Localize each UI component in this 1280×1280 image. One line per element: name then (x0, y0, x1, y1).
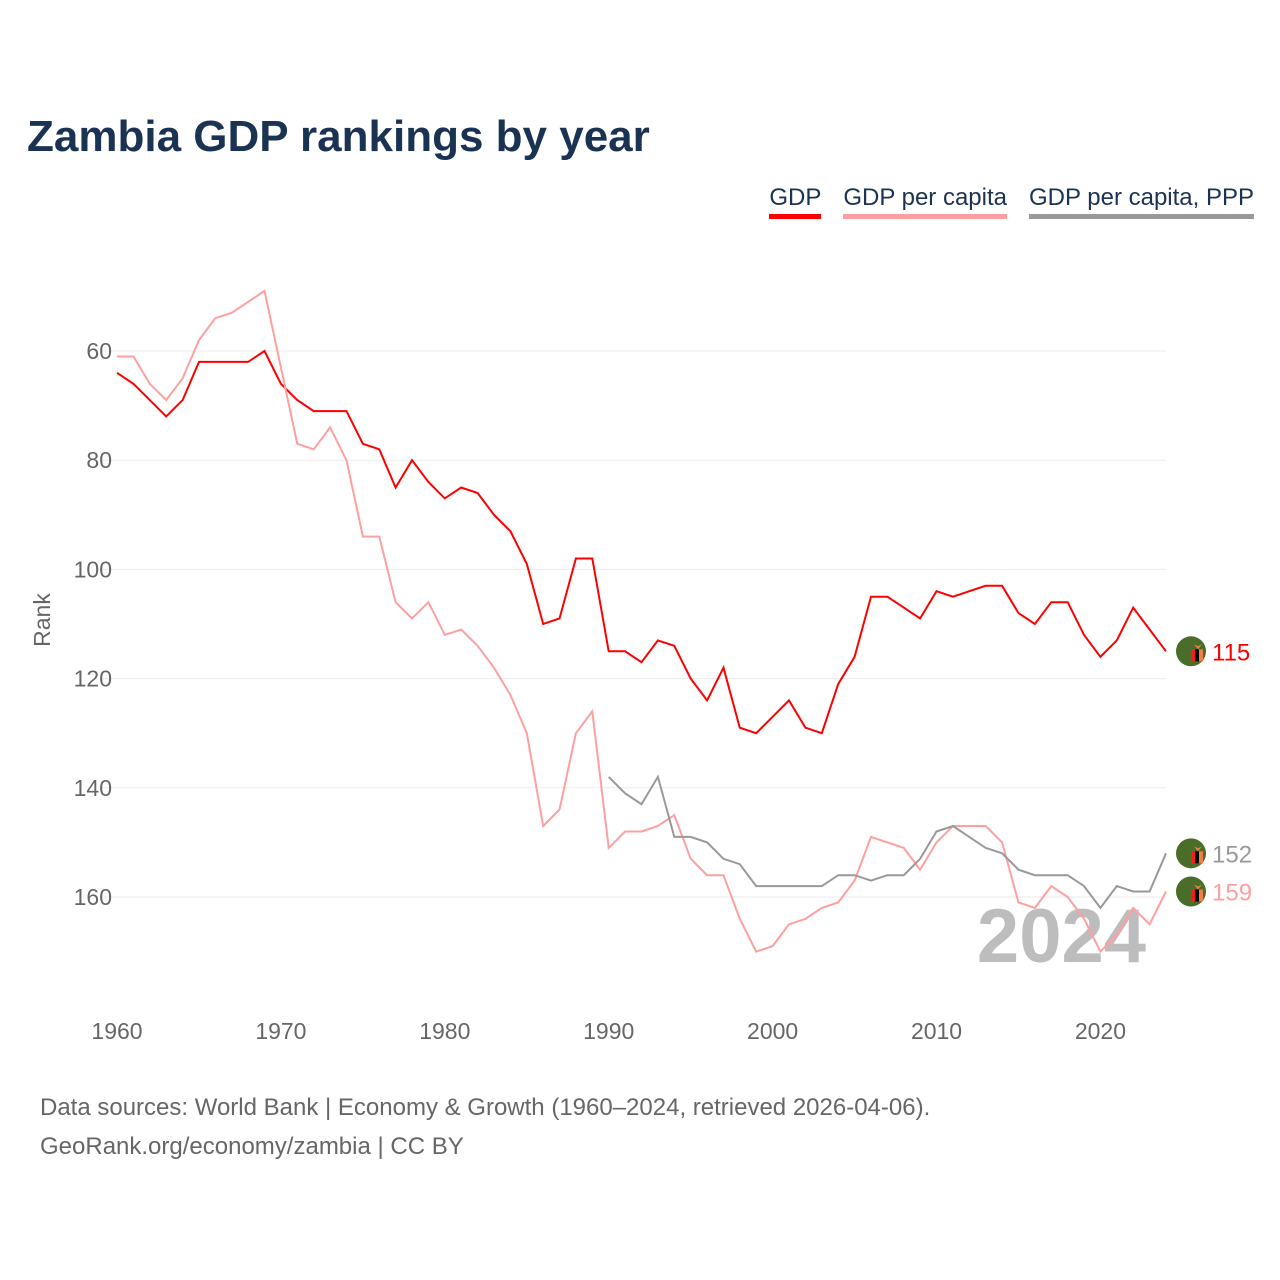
chart-title: Zambia GDP rankings by year (27, 112, 650, 161)
x-tick-label: 2020 (1075, 1018, 1126, 1044)
series-lines (116, 289, 1167, 954)
legend-gdp-per-capita-ppp[interactable]: GDP per capita, PPP (1029, 184, 1254, 219)
end-value-label: 152 (1212, 841, 1252, 868)
year-watermark: 2024 (977, 894, 1146, 979)
end-marker: 115 (1176, 636, 1250, 667)
x-tick-label: 2010 (911, 1018, 962, 1044)
series-line-gdp (116, 349, 1167, 735)
end-marker: 159 (1176, 876, 1252, 907)
series-line-gdp-per-capita-ppp (607, 774, 1167, 910)
x-tick-label: 1970 (255, 1018, 306, 1044)
y-tick-label: 140 (74, 775, 112, 801)
legend-gdp[interactable]: GDP (769, 184, 822, 219)
legend-gdp-per-capita[interactable]: GDP per capita (843, 184, 1007, 219)
x-tick-label: 2000 (747, 1018, 798, 1044)
end-value-label: 115 (1212, 639, 1250, 666)
gridlines (100, 350, 1166, 898)
x-axis: 1960 1970 1980 1990 2000 2010 2020 (91, 1018, 1126, 1044)
end-marker: 152 (1176, 838, 1252, 869)
legend: GDP GDP per capita GDP per capita, PPP (769, 184, 1254, 219)
x-tick-label: 1960 (91, 1018, 142, 1044)
end-value-label: 159 (1212, 880, 1252, 907)
y-tick-label: 120 (74, 666, 112, 692)
y-tick-label: 60 (86, 338, 112, 364)
x-tick-label: 1990 (583, 1018, 634, 1044)
end-markers: 115 159 152 (1176, 636, 1252, 907)
series-line-gdp-per-capita (117, 289, 1167, 954)
source-line-1: Data sources: World Bank | Economy & Gro… (40, 1094, 931, 1121)
y-tick-label: 160 (74, 884, 112, 910)
y-axis-label: Rank (29, 593, 55, 647)
y-tick-label: 80 (86, 447, 112, 473)
x-tick-label: 1980 (419, 1018, 470, 1044)
y-axis: 60 80 100 120 140 160 (74, 338, 112, 910)
source-note: Data sources: World Bank | Economy & Gro… (40, 1088, 930, 1166)
y-tick-label: 100 (74, 556, 112, 582)
source-line-2[interactable]: GeoRank.org/economy/zambia | CC BY (40, 1133, 464, 1160)
